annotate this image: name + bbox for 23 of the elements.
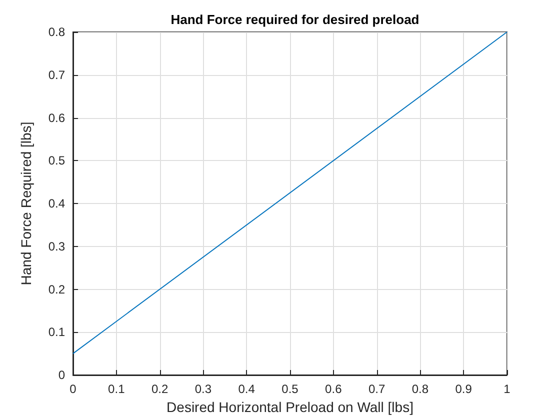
x-tick-label: 0.7 <box>368 382 386 396</box>
y-tick-label: 0.8 <box>48 25 66 39</box>
x-tick-label: 0.6 <box>325 382 342 396</box>
x-tick-label: 0.1 <box>108 382 126 396</box>
x-tick-label: 0.8 <box>412 382 429 396</box>
y-axis-title: Hand Force Required [lbs] <box>18 122 34 286</box>
x-tick-label: 0.5 <box>282 382 299 396</box>
y-tick-label: 0.6 <box>48 110 66 125</box>
y-tick-label: 0.5 <box>48 154 66 168</box>
y-tick-label: 0.4 <box>48 196 66 210</box>
x-axis-title: Desired Horizontal Preload on Wall [lbs] <box>166 398 414 415</box>
y-tick-label: 0.2 <box>48 282 66 296</box>
y-tick-label: 0.7 <box>48 68 66 82</box>
x-tick-label: 0 <box>70 382 77 396</box>
x-tick-label: 0.9 <box>455 382 472 396</box>
x-tick-label: 1 <box>504 382 511 396</box>
y-tick-label: 0 <box>58 368 66 382</box>
y-tick-label: 0.3 <box>48 239 66 254</box>
x-tick-label: 0.2 <box>151 382 168 396</box>
y-tick-label: 0.1 <box>48 325 66 340</box>
x-tick-label: 0.4 <box>238 382 256 396</box>
chart-title: Hand Force required for desired preload <box>170 12 420 27</box>
x-tick-label: 0.3 <box>194 382 212 396</box>
